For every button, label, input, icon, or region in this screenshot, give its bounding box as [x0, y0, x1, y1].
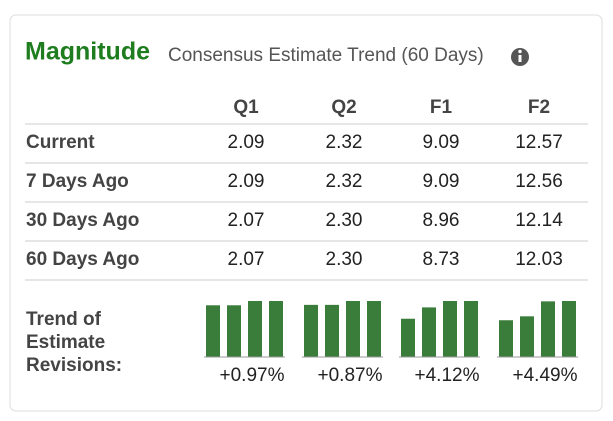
title: Magnitude [25, 38, 150, 66]
row-label: Current [26, 132, 95, 153]
cell: 12.57 [515, 132, 563, 153]
trend-bar [346, 301, 360, 357]
trend-bar [562, 301, 576, 357]
cell: 12.56 [515, 171, 563, 192]
trend-bar [464, 301, 478, 357]
trend-bar [248, 301, 262, 357]
cell: 8.73 [423, 249, 460, 270]
trend-change: +0.97% [220, 365, 285, 386]
cell: 2.07 [228, 249, 265, 270]
trend-bar [325, 304, 339, 357]
column-header: Q1 [233, 97, 259, 118]
cell: 2.07 [228, 210, 265, 231]
cell: 8.96 [423, 210, 460, 231]
trend-bar [443, 301, 457, 357]
trend-bar [227, 305, 241, 357]
cell: 2.09 [228, 132, 265, 153]
info-icon[interactable] [511, 48, 529, 66]
trend-bar [422, 307, 436, 357]
trend-bar [206, 305, 220, 357]
trend-change: +4.49% [513, 365, 578, 386]
cell: 2.30 [326, 210, 363, 231]
row-label: 7 Days Ago [26, 171, 129, 192]
trend-bar [304, 304, 318, 357]
trend-label: Trend of Estimate Revisions: [26, 309, 122, 376]
row-label: 60 Days Ago [26, 249, 139, 270]
trend-bar [367, 301, 381, 357]
cell: 12.14 [515, 210, 563, 231]
row-label: 30 Days Ago [26, 210, 139, 231]
trend-bar [541, 301, 555, 357]
trend-bar [269, 301, 283, 357]
cell: 9.09 [423, 132, 460, 153]
trend-change: +0.87% [318, 365, 383, 386]
column-header: F2 [528, 97, 550, 118]
column-header: F1 [430, 97, 453, 118]
cell: 9.09 [423, 171, 460, 192]
cell: 2.30 [326, 249, 363, 270]
cell: 2.09 [228, 171, 265, 192]
trend-bar [520, 316, 534, 357]
column-header: Q2 [331, 97, 356, 118]
cell: 12.03 [515, 249, 563, 270]
trend-bar [401, 318, 415, 357]
cell: 2.32 [326, 171, 363, 192]
trend-bar [499, 320, 513, 357]
trend-change: +4.12% [415, 365, 480, 386]
cell: 2.32 [326, 132, 363, 153]
subtitle: Consensus Estimate Trend (60 Days) [168, 45, 484, 66]
